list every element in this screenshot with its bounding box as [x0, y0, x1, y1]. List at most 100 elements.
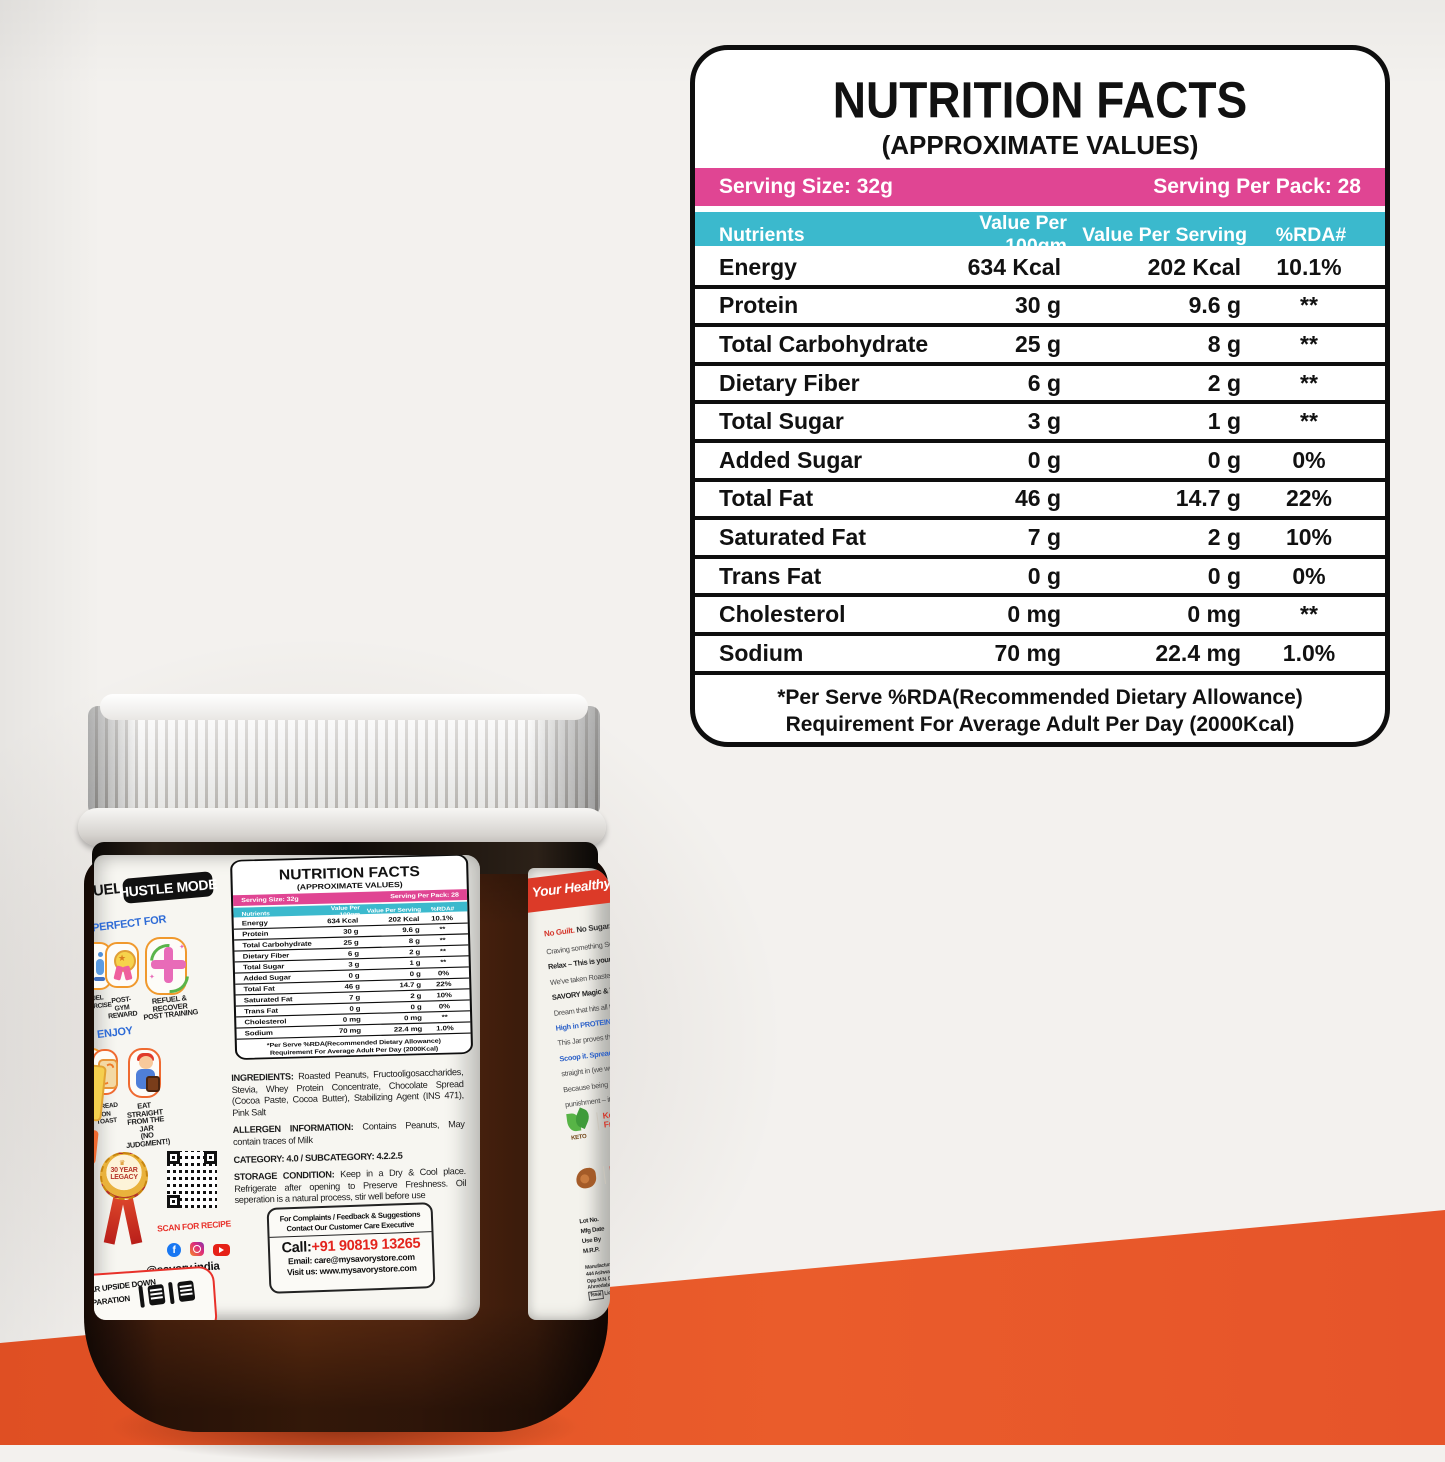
- col-per-serving: Value Per Serving: [1082, 223, 1247, 246]
- crown-icon: ♛: [119, 1160, 125, 1167]
- customer-care-box: For Complaints / Feedback & Suggestions …: [266, 1202, 436, 1294]
- nutrient-name: Energy: [719, 253, 797, 280]
- rda-percent: 1.0%: [436, 1023, 454, 1032]
- upside-down-tip-box: JAR UPSIDE DOWN SEPARATION: [94, 1265, 219, 1320]
- kid-head: [139, 1056, 153, 1069]
- rda-percent: **: [440, 958, 447, 966]
- value-per-serving: 0 g: [1207, 562, 1241, 589]
- nutrient-name: Sodium: [719, 639, 804, 666]
- value-per-serving: 2 g: [1207, 523, 1241, 550]
- facebook-icon: f: [167, 1243, 181, 1257]
- value-per-serving: 14.7 g: [1175, 485, 1241, 512]
- col-rda: %RDA#: [1275, 223, 1347, 246]
- nutrient-name: Sodium: [244, 1028, 273, 1037]
- icon-label-refuel: REFUEL & RECOVER POST TRAINING: [143, 993, 199, 1022]
- nutrient-name: Total Sugar: [719, 408, 844, 435]
- plus-icon: [151, 960, 186, 969]
- nutrient-name: Saturated Fat: [719, 523, 866, 550]
- nutrient-name: Dietary Fiber: [242, 951, 290, 960]
- sparkle-icon: ✦: [179, 944, 185, 951]
- rda-percent: 10.1%: [1276, 253, 1342, 280]
- column-header-bar: Nutrients Value Per 100gm Value Per Serv…: [695, 212, 1385, 257]
- keto-friendly-text: Keto Friendly: [596, 1108, 610, 1131]
- nutrient-name: Total Carbohydrate: [719, 330, 929, 357]
- serving-bar: Serving Size: 32g Serving Per Pack: 28: [695, 168, 1385, 206]
- bicep-icon: [575, 1167, 598, 1190]
- value-per-100g: 0 g: [1027, 446, 1061, 473]
- marketing-paragraph: Craving something Sweet b Relax – This i…: [546, 937, 610, 1116]
- storage-text: STORAGE CONDITION: Keep in a Dry & Cool …: [233, 1166, 467, 1206]
- nutrient-name: Cholesterol: [719, 601, 846, 628]
- perfect-for-heading: PERFECT FOR: [94, 913, 167, 935]
- table-row: Sodium 70 mg 22.4 mg 1.0%: [695, 636, 1385, 675]
- nutrient-name: Trans Fat: [719, 562, 822, 589]
- value-per-serving: 0 mg: [1187, 601, 1241, 628]
- side-panel-header: Your Healthy: [528, 868, 610, 914]
- protein-rich-text: ProteinRich: [602, 1161, 610, 1184]
- nutrition-subtitle: (APPROXIMATE VALUES): [881, 130, 1199, 160]
- instagram-icon: [190, 1242, 204, 1256]
- nutrient-name: Cholesterol: [244, 1017, 287, 1026]
- tag-no-sugar: No Sugar.: [573, 921, 610, 935]
- jar-lid: [88, 706, 600, 816]
- lot-info-block: Lot No. Mfg Date Use By M.R.P. } SeeTopB…: [579, 1214, 607, 1257]
- post-gym-reward-icon: ★: [105, 942, 139, 988]
- value-per-100g: 70 mg: [338, 1026, 362, 1035]
- rda-percent: 0%: [1292, 562, 1326, 589]
- value-per-serving: 8 g: [408, 936, 420, 945]
- nutrient-name: Total Fat: [243, 984, 275, 993]
- sparkle-icon: ✦: [149, 974, 155, 981]
- value-per-serving: 202 Kcal: [388, 914, 420, 924]
- value-per-serving: 22.4 mg: [393, 1024, 423, 1033]
- mrp: M.R.P.: [582, 1246, 600, 1256]
- value-per-100g: 0 g: [349, 1004, 361, 1013]
- scan-for-recipe-text: SCAN FOR RECIPE: [156, 1218, 232, 1234]
- footnote-line1: *Per Serve %RDA(Recommended Dietary Allo…: [777, 686, 1303, 709]
- table-row: Total Sugar 3 g 1 g **: [695, 404, 1385, 443]
- category-text: CATEGORY: 4.0 / SUBCATEGORY: 4.2.2.5: [233, 1150, 403, 1165]
- kid-jar: [146, 1076, 160, 1092]
- value-per-serving: 2 g: [410, 991, 422, 1000]
- figure-doodle-base: [94, 977, 105, 981]
- nutrient-name: Total Sugar: [242, 962, 285, 971]
- jar-icon: [177, 1280, 196, 1303]
- enjoy-heading: ENJOY: [96, 1024, 134, 1042]
- rda-percent: **: [441, 1013, 448, 1021]
- hustle-mode-pill: HUSTLE MODE: [118, 871, 218, 904]
- rda-percent: **: [1300, 601, 1318, 628]
- value-per-serving: 2 g: [1207, 369, 1241, 396]
- table-row: Added Sugar 0 g 0 g 0%: [695, 443, 1385, 482]
- value-per-serving: 9.6 g: [402, 925, 420, 934]
- value-per-serving: 22.4 mg: [1155, 639, 1241, 666]
- value-per-100g: 3 g: [348, 960, 360, 969]
- icon-label-eat: EAT STRAIGHT FROM THE JAR (NO JUDGMENT!): [125, 1100, 171, 1150]
- rda-percent: 10%: [436, 991, 452, 999]
- qr-finder: [167, 1151, 180, 1164]
- value-per-100g: 46 g: [1014, 485, 1061, 512]
- ingredients-block: INGREDIENTS: Roasted Peanuts, Fructoolig…: [231, 1067, 467, 1213]
- table-row: Protein 30 g 9.6 g **: [695, 289, 1385, 328]
- value-per-100g: 6 g: [347, 949, 360, 958]
- rda-percent: 1.0%: [1282, 639, 1336, 666]
- value-per-100g: 7 g: [1027, 523, 1061, 550]
- value-per-100g: 25 g: [1014, 330, 1061, 357]
- value-per-100g: 6 g: [1027, 369, 1061, 396]
- mini-col-rda: %RDA#: [430, 905, 455, 913]
- footnote-line2: Requirement For Average Adult Per Day (2…: [785, 713, 1295, 736]
- value-per-serving: 1 g: [409, 958, 421, 967]
- table-row: Dietary Fiber 6 g 2 g **: [695, 366, 1385, 405]
- value-per-serving: 8 g: [1207, 330, 1241, 357]
- table-row: Saturated Fat 7 g 2 g 10%: [695, 520, 1385, 559]
- value-per-100g: 25 g: [343, 938, 359, 947]
- ingredients-text: INGREDIENTS: Roasted Peanuts, Fructoolig…: [231, 1066, 464, 1118]
- rda-percent: **: [1300, 292, 1318, 319]
- value-per-100g: 0 mg: [342, 1015, 361, 1024]
- keto-caption: KETO: [570, 1133, 587, 1142]
- rda-percent: 22%: [436, 980, 452, 988]
- rda-percent: **: [1300, 369, 1318, 396]
- nutrient-name: Dietary Fiber: [719, 369, 860, 396]
- nutrient-name: Saturated Fat: [243, 995, 293, 1004]
- table-row: Energy 634 Kcal 202 Kcal 10.1%: [695, 250, 1385, 289]
- manufacturer-block: Manufactured by 444 Ashwamegh Estate, Ch…: [585, 1255, 610, 1301]
- serving-size: Serving Size: 32g: [719, 175, 893, 198]
